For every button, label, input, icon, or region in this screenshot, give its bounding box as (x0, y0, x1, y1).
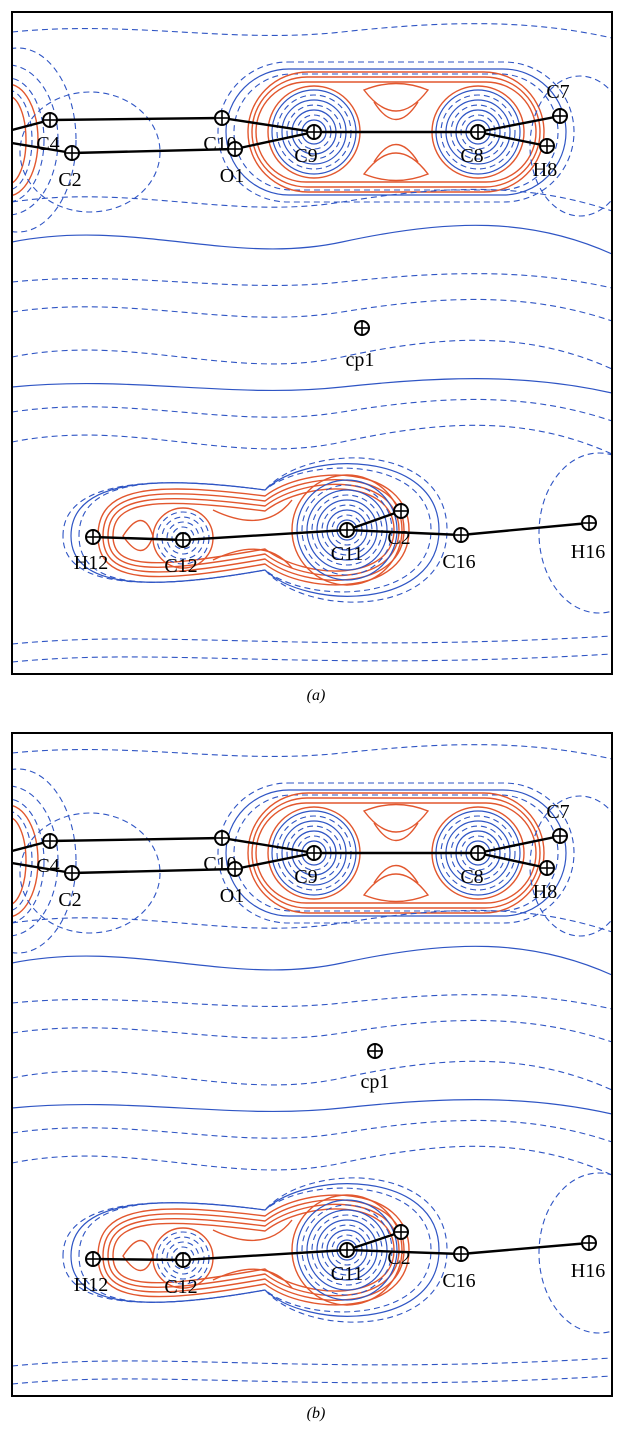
bond-line (92, 1257, 184, 1262)
atom-marker (42, 112, 58, 128)
contour-lines (12, 744, 612, 1385)
bond-line (182, 528, 348, 542)
atom-marker (552, 828, 568, 844)
atom-label: O1 (220, 885, 244, 907)
bond-line (346, 528, 462, 537)
atom-marker (64, 865, 80, 881)
atom-marker (539, 138, 555, 154)
bond-line (234, 130, 315, 151)
atom-marker (453, 527, 469, 543)
panel-frame (11, 11, 613, 675)
bond-line (71, 147, 236, 155)
atom-label: C8 (460, 866, 483, 888)
atom-marker (581, 515, 597, 531)
atom-marker (175, 1252, 191, 1268)
atom-marker (453, 1246, 469, 1262)
bond-line (234, 851, 315, 871)
atom-label: C4 (36, 855, 59, 877)
atom-label: C7 (546, 801, 569, 823)
atom-label: cp1 (346, 349, 375, 371)
atom-label: O1 (220, 165, 244, 187)
atom-label: H12 (74, 552, 108, 574)
bond-line (92, 535, 184, 542)
atom-marker (42, 833, 58, 849)
bond-line (477, 130, 548, 148)
atom-marker (393, 1224, 409, 1240)
bond-line (221, 116, 315, 134)
atom-marker (214, 830, 230, 846)
atom-label: H12 (74, 1274, 108, 1296)
atom-marker (227, 141, 243, 157)
atom-label: H16 (571, 1260, 605, 1282)
atom-marker (393, 503, 409, 519)
atom-label: C12 (164, 555, 197, 577)
atom-label: C2 (58, 169, 81, 191)
bond-line (477, 851, 548, 870)
bond-line (346, 1248, 462, 1256)
bonds (12, 114, 590, 542)
panel-caption: (a) (307, 687, 326, 704)
atom-marker (175, 532, 191, 548)
bond-line (221, 836, 315, 855)
atom-marker (339, 522, 355, 538)
bond-line (477, 834, 561, 855)
atom-marker (306, 124, 322, 140)
atom-marker (214, 110, 230, 126)
atom-marker (85, 1251, 101, 1267)
atom-label: H8 (533, 881, 557, 903)
atom-label: C8 (460, 145, 483, 167)
atom-marker (227, 861, 243, 877)
atom-label: H16 (571, 541, 605, 563)
atom-marker (581, 1235, 597, 1251)
atom-label: C9 (294, 145, 317, 167)
atom-label: C9 (294, 866, 317, 888)
atom-marker (367, 1043, 383, 1059)
bond-line (182, 1248, 348, 1262)
panel-caption: (b) (307, 1405, 326, 1422)
atom-marker (64, 145, 80, 161)
atom-label: C12 (164, 1276, 197, 1298)
atom-label: C11 (331, 1263, 364, 1285)
panel-frame (11, 732, 613, 1397)
atom-marker (470, 845, 486, 861)
bonds (12, 834, 590, 1262)
bond-line (49, 836, 223, 843)
bond-line (49, 116, 223, 122)
bond-line (477, 114, 561, 134)
bond-line (346, 509, 402, 532)
atom-label: cp1 (361, 1071, 390, 1093)
bond-line (460, 1241, 590, 1256)
atom-label: C2 (387, 1247, 410, 1269)
atom-marker (470, 124, 486, 140)
atom-label: H8 (533, 159, 557, 181)
atom-marker (85, 529, 101, 545)
atom-marker (354, 320, 370, 336)
atom-marker (339, 1242, 355, 1258)
atom-label: C7 (546, 81, 569, 103)
bond-line (346, 1230, 402, 1252)
atom-marker (539, 860, 555, 876)
atom-marker (306, 845, 322, 861)
atom-marker (552, 108, 568, 124)
atom-label: C4 (36, 133, 59, 155)
atom-label: C16 (442, 551, 475, 573)
atom-label: C2 (387, 527, 410, 549)
bond-line (460, 521, 590, 537)
atom-label: C11 (331, 543, 364, 565)
bond-line (71, 867, 236, 875)
atom-label: C16 (442, 1270, 475, 1292)
atom-label: C2 (58, 889, 81, 911)
